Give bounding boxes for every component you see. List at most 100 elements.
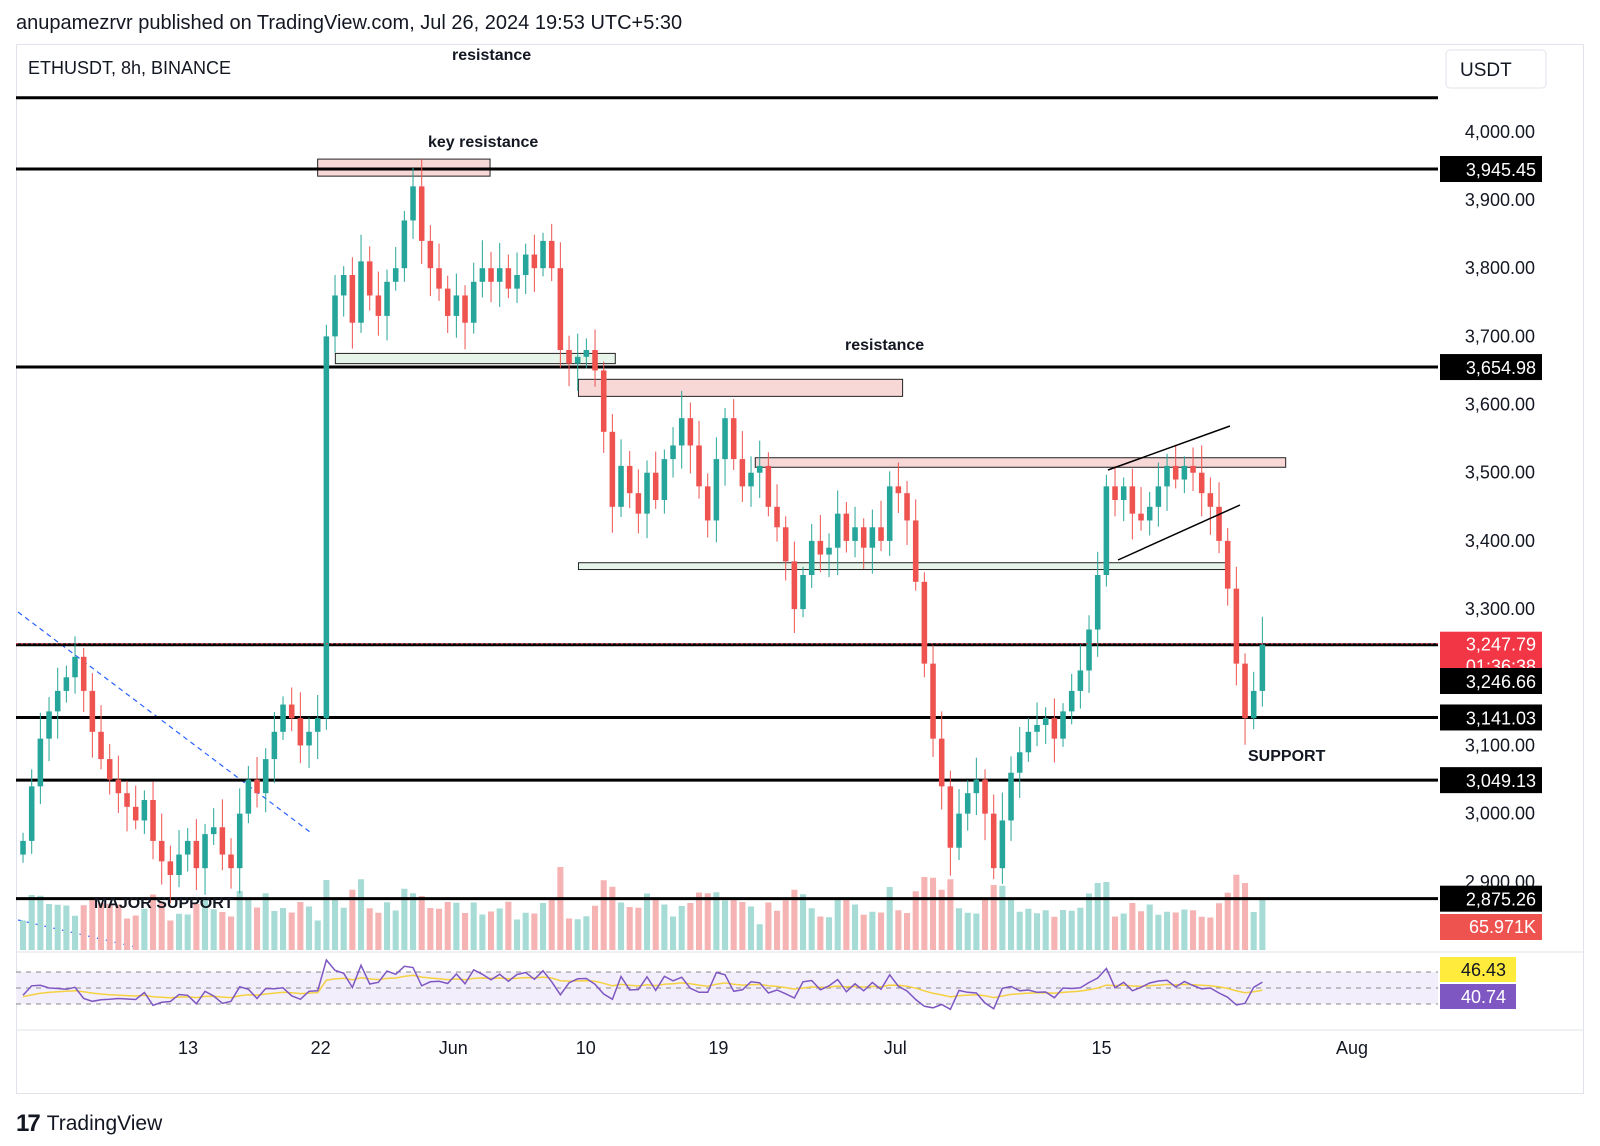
volume-bar: [184, 914, 191, 950]
volume-bar: [158, 902, 165, 950]
candle-body: [271, 731, 278, 760]
volume-bar: [973, 913, 980, 950]
volume-bar: [1129, 903, 1136, 950]
volume-bar: [418, 896, 425, 950]
x-tick-label: 19: [708, 1038, 728, 1058]
volume-bar: [592, 905, 599, 950]
candle-body: [1042, 718, 1049, 725]
y-tick-label: 3,100.00: [1465, 735, 1535, 755]
volume-bar: [1233, 874, 1240, 950]
price-badge-label-2: 3,654.98: [1466, 358, 1536, 378]
volume-bar: [488, 911, 495, 950]
volume-bar: [176, 913, 183, 950]
price-chart[interactable]: ETHUSDT, 8h, BINANCE USDT resistance key re…: [0, 0, 1600, 1100]
volume-bar: [852, 904, 859, 950]
candle-body: [670, 445, 676, 460]
volume-bar: [1207, 917, 1214, 950]
candle-body: [106, 759, 113, 780]
volume-bar: [687, 903, 694, 950]
candle-body: [635, 493, 642, 514]
volume-bar: [80, 905, 87, 950]
price-badge-label-4: 3,141.03: [1466, 708, 1536, 728]
currency-label: USDT: [1460, 60, 1512, 81]
volume-bar: [730, 897, 737, 950]
volume-bar: [63, 905, 70, 950]
candle-body: [678, 418, 685, 446]
volume-bar: [427, 908, 434, 950]
candle-body: [436, 268, 442, 289]
candle-body: [756, 465, 763, 473]
volume-bar: [1042, 910, 1049, 950]
volume-bar: [782, 900, 789, 950]
candle-body: [496, 268, 503, 282]
volume-bar: [990, 885, 997, 950]
y-tick-label: 3,400.00: [1465, 531, 1535, 551]
volume-bar: [1060, 910, 1067, 950]
volume-bar: [765, 902, 772, 950]
x-tick-label: 13: [178, 1038, 198, 1058]
zone-4: [577, 562, 1228, 571]
volume-bar: [1155, 914, 1162, 950]
volume-bar: [583, 916, 590, 950]
y-tick-label: 3,500.00: [1465, 463, 1535, 483]
annotation-3: SUPPORT: [1248, 748, 1326, 765]
volume-badge-label: 65.971K: [1469, 917, 1536, 937]
volume-bar: [722, 900, 729, 950]
candle-body: [124, 793, 130, 807]
volume-bar: [678, 906, 685, 950]
candle-body: [600, 370, 607, 432]
volume-bar: [1120, 913, 1127, 950]
candle-body: [297, 718, 304, 746]
candle-body: [132, 806, 139, 821]
volume-bar: [834, 899, 841, 950]
candle-body: [401, 220, 408, 269]
volume-bar: [297, 902, 304, 950]
volume-bar: [800, 894, 807, 950]
y-tick-label: 4,000.00: [1465, 122, 1535, 142]
candle-body: [115, 779, 122, 794]
volume-bar: [670, 916, 677, 950]
candle-body: [358, 261, 364, 323]
candle-body: [956, 813, 962, 848]
candle-body: [1094, 575, 1101, 630]
volume-bar: [982, 899, 989, 950]
candle-body: [141, 800, 148, 821]
volume-bar: [1051, 916, 1058, 950]
candle-body: [895, 486, 902, 494]
candle-body: [774, 506, 780, 528]
candle-body: [713, 459, 720, 521]
annotation-0: resistance: [452, 47, 531, 64]
volume-bar: [349, 889, 356, 950]
volume-bar: [505, 901, 512, 950]
candle-body: [340, 275, 347, 296]
volume-bar: [384, 902, 391, 950]
candle-body: [98, 731, 104, 760]
annotation-1: key resistance: [428, 134, 538, 151]
volume-bar: [704, 893, 711, 950]
y-tick-label: 3,700.00: [1465, 326, 1535, 346]
volume-bar: [106, 903, 113, 950]
candle-body: [375, 295, 382, 316]
candle-body: [644, 472, 650, 514]
candle-body: [366, 261, 373, 296]
candle-body: [817, 540, 824, 555]
volume-bar: [28, 895, 35, 950]
tradingview-brand[interactable]: TradingView: [46, 1112, 163, 1135]
volume-bar: [340, 907, 347, 950]
candle-body: [1103, 486, 1110, 575]
candle-body: [886, 486, 893, 541]
candle-body: [921, 581, 928, 664]
candle-body: [982, 779, 988, 814]
candle-body: [1138, 513, 1144, 521]
candle-body: [739, 459, 746, 487]
volume-bar: [947, 879, 954, 950]
candle-body: [453, 295, 460, 316]
current-price-label: 3,247.79: [1466, 635, 1536, 655]
symbol-label: ETHUSDT, 8h, BINANCE: [28, 58, 231, 78]
candle-body: [418, 186, 425, 241]
volume-bar: [1094, 883, 1101, 950]
currency-button: [1445, 49, 1547, 89]
volume-bar: [548, 900, 555, 950]
volume-bar: [644, 893, 651, 950]
volume-bar: [410, 893, 417, 950]
